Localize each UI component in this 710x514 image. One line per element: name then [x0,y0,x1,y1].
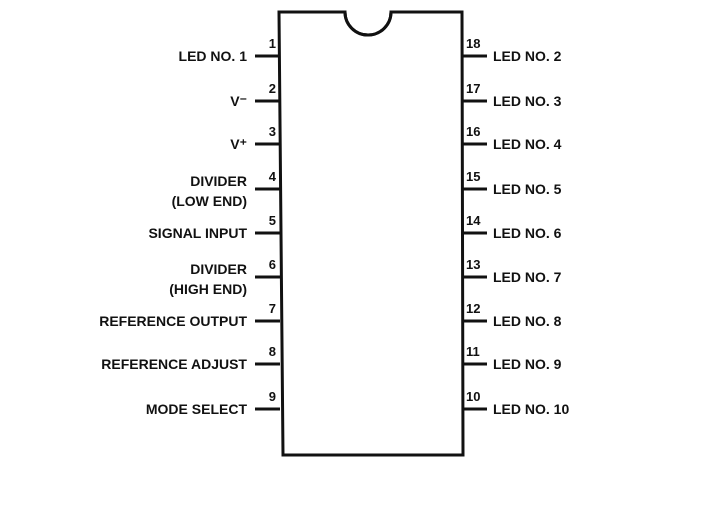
pin-label: REFERENCE OUTPUT [99,313,247,329]
left-pin-column: 1 LED NO. 1 2 V⁻ 3 V⁺ 4 DIVIDER (LOW END) 5 SIGNAL… [99,36,280,417]
pin-label: LED NO. 7 [493,269,562,285]
pin-number: 15 [466,169,480,184]
pin-number: 4 [269,169,277,184]
pin-number: 14 [466,213,481,228]
pin-number: 2 [269,81,276,96]
pin-3: 3 V⁺ [230,124,280,152]
pin-2: 2 V⁻ [230,81,280,109]
pin-label: REFERENCE ADJUST [101,356,247,372]
pin-6: 6 DIVIDER (HIGH END) [169,257,280,297]
pin-label: DIVIDER [190,261,247,277]
pin-4: 4 DIVIDER (LOW END) [172,169,280,209]
pin-label: LED NO. 9 [493,356,562,372]
pin-label: DIVIDER [190,173,247,189]
pin-1: 1 LED NO. 1 [179,36,280,64]
pin-label: LED NO. 1 [179,48,248,64]
pin-8: 8 REFERENCE ADJUST [101,344,280,372]
pin-label: LED NO. 4 [493,136,562,152]
pin-number: 11 [466,344,480,359]
pin-number: 9 [269,389,276,404]
pin-11: 11 LED NO. 9 [462,344,562,372]
pin-label: LED NO. 10 [493,401,569,417]
pin-label: (HIGH END) [169,281,247,297]
pin-number: 8 [269,344,276,359]
pin-15: 15 LED NO. 5 [462,169,562,197]
pin-label: V⁺ [230,136,247,152]
pin-number: 16 [466,124,480,139]
pin-12: 12 LED NO. 8 [462,301,562,329]
pin-number: 12 [466,301,480,316]
pin-13: 13 LED NO. 7 [462,257,562,285]
pin-number: 18 [466,36,480,51]
pin-number: 7 [269,301,276,316]
pin-number: 1 [269,36,276,51]
pin-number: 6 [269,257,276,272]
pin-1-notch [343,11,393,37]
pin-label: LED NO. 8 [493,313,562,329]
pin-14: 14 LED NO. 6 [462,213,562,241]
pin-17: 17 LED NO. 3 [462,81,562,109]
pin-label: (LOW END) [172,193,247,209]
pin-label: SIGNAL INPUT [148,225,247,241]
pin-label: LED NO. 5 [493,181,562,197]
pin-16: 16 LED NO. 4 [462,124,562,152]
right-pin-column: 18 LED NO. 2 17 LED NO. 3 16 LED NO. 4 15 LED N… [462,36,569,417]
pin-label: MODE SELECT [146,401,248,417]
pin-7: 7 REFERENCE OUTPUT [99,301,280,329]
pin-number: 17 [466,81,480,96]
pin-9: 9 MODE SELECT [146,389,280,417]
pin-number: 13 [466,257,480,272]
pin-number: 3 [269,124,276,139]
pin-5: 5 SIGNAL INPUT [148,213,280,241]
pin-label: V⁻ [230,93,247,109]
ic-package-body [277,10,465,457]
pin-10: 10 LED NO. 10 [462,389,569,417]
pin-label: LED NO. 3 [493,93,562,109]
ic-package [277,10,465,457]
pin-label: LED NO. 2 [493,48,562,64]
pin-label: LED NO. 6 [493,225,562,241]
pin-number: 5 [269,213,276,228]
pin-18: 18 LED NO. 2 [462,36,562,64]
pin-number: 10 [466,389,480,404]
